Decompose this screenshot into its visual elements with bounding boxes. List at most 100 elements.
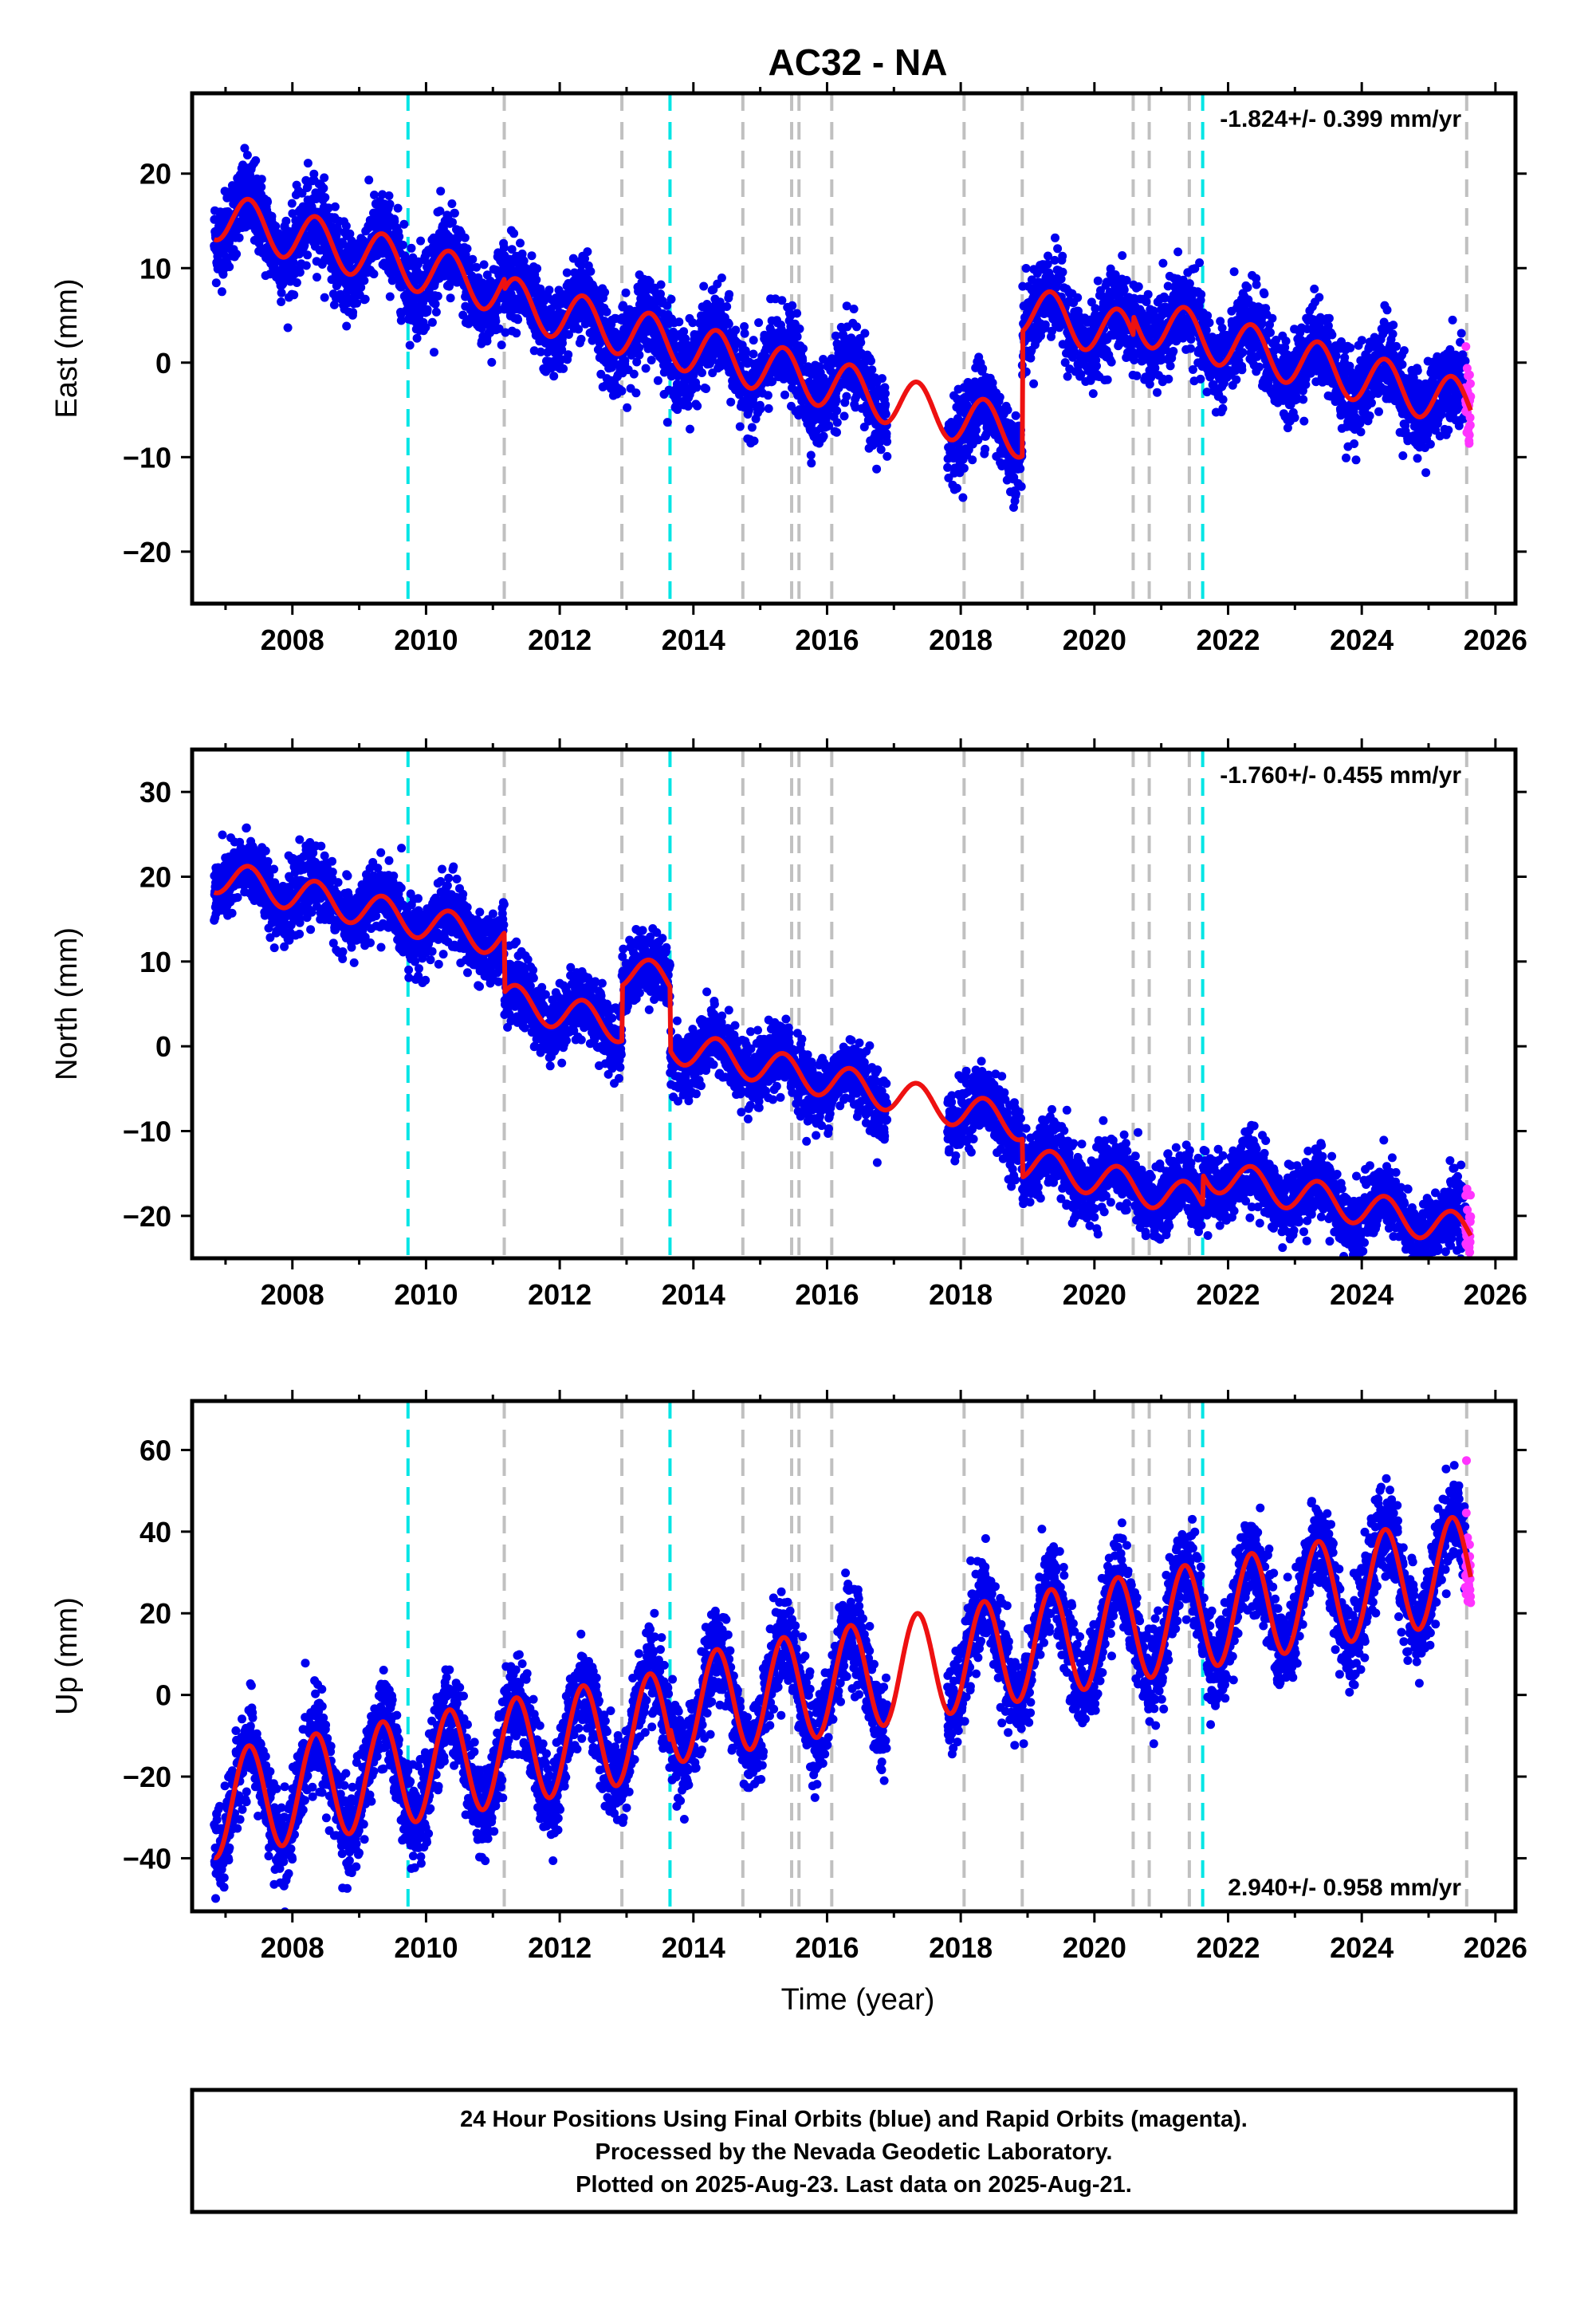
final-orbit-point bbox=[1058, 251, 1067, 261]
final-orbit-point bbox=[479, 260, 489, 270]
final-orbit-point bbox=[516, 238, 525, 248]
final-orbit-point bbox=[217, 287, 226, 297]
final-orbit-point bbox=[740, 329, 749, 338]
final-orbit-point bbox=[756, 404, 765, 414]
final-orbit-point bbox=[1169, 347, 1178, 356]
final-orbit-point bbox=[301, 261, 311, 270]
final-orbit-point bbox=[278, 279, 288, 289]
final-orbit-point bbox=[1134, 282, 1143, 291]
final-orbit-point bbox=[462, 244, 472, 254]
final-orbit-point bbox=[1268, 313, 1277, 323]
final-orbit-point bbox=[330, 202, 340, 211]
final-orbit-point bbox=[867, 365, 877, 375]
final-orbit-point bbox=[1290, 413, 1299, 423]
final-orbit-point bbox=[1143, 289, 1153, 299]
final-orbit-point bbox=[497, 340, 506, 350]
final-orbit-point bbox=[399, 219, 409, 229]
final-orbit-point bbox=[749, 349, 758, 359]
final-orbit-point bbox=[283, 323, 293, 333]
final-orbit-point bbox=[586, 266, 596, 276]
final-orbit-point bbox=[777, 296, 787, 305]
final-orbit-point bbox=[995, 392, 1004, 402]
final-orbit-point bbox=[878, 374, 886, 384]
final-orbit-point bbox=[320, 173, 329, 183]
final-orbit-point bbox=[232, 250, 242, 259]
final-orbit-point bbox=[1092, 361, 1101, 371]
final-orbit-point bbox=[872, 464, 882, 474]
final-orbit-point bbox=[1299, 395, 1308, 404]
final-orbit-point bbox=[450, 208, 459, 218]
final-orbit-point bbox=[724, 319, 733, 329]
final-orbit-point bbox=[981, 444, 990, 454]
final-orbit-point bbox=[412, 333, 422, 343]
final-orbit-point bbox=[289, 258, 298, 267]
final-orbit-point bbox=[240, 144, 250, 153]
final-orbit-point bbox=[345, 229, 355, 238]
final-orbit-point bbox=[725, 289, 734, 299]
final-orbit-point bbox=[499, 243, 509, 253]
final-orbit-point bbox=[883, 437, 892, 447]
final-orbit-point bbox=[1132, 371, 1142, 380]
final-orbit-point bbox=[953, 483, 961, 493]
final-orbit-point bbox=[641, 364, 651, 373]
final-orbit-point bbox=[702, 384, 711, 393]
final-orbit-point bbox=[1281, 336, 1291, 346]
final-orbit-point bbox=[352, 298, 362, 308]
final-orbit-point bbox=[267, 211, 277, 221]
final-orbit-point bbox=[832, 427, 841, 437]
final-orbit-point bbox=[295, 268, 305, 277]
final-orbit-point bbox=[369, 270, 379, 279]
final-orbit-point bbox=[717, 274, 726, 282]
final-orbit-point bbox=[1173, 247, 1183, 257]
final-orbit-point bbox=[792, 309, 802, 318]
final-orbit-point bbox=[395, 232, 404, 242]
final-orbit-point bbox=[447, 199, 457, 208]
final-orbit-point bbox=[1218, 403, 1228, 413]
final-orbit-point bbox=[509, 229, 519, 238]
final-orbit-point bbox=[460, 233, 470, 242]
final-orbit-point bbox=[309, 169, 319, 179]
final-orbit-point bbox=[600, 288, 610, 297]
final-orbit-point bbox=[544, 285, 554, 295]
final-orbit-point bbox=[303, 182, 313, 191]
final-orbit-point bbox=[1153, 388, 1162, 397]
final-orbit-point bbox=[583, 247, 592, 257]
final-orbits-points bbox=[210, 144, 1470, 512]
final-orbit-point bbox=[533, 264, 542, 274]
final-orbit-point bbox=[807, 458, 816, 468]
final-orbit-point bbox=[883, 451, 892, 461]
final-orbit-point bbox=[699, 281, 709, 291]
final-orbit-point bbox=[832, 406, 842, 415]
final-orbit-point bbox=[289, 290, 299, 300]
final-orbit-point bbox=[881, 389, 890, 398]
final-orbit-point bbox=[799, 344, 808, 353]
final-orbit-point bbox=[1088, 389, 1098, 399]
final-orbit-point bbox=[468, 254, 478, 264]
final-orbit-point bbox=[621, 288, 631, 297]
final-orbit-point bbox=[1257, 319, 1267, 328]
final-orbit-point bbox=[416, 236, 426, 246]
final-orbit-point bbox=[1166, 361, 1175, 371]
final-orbit-point bbox=[656, 280, 666, 289]
final-orbit-point bbox=[1073, 293, 1083, 302]
final-orbit-point bbox=[1029, 379, 1039, 388]
final-orbit-point bbox=[788, 301, 797, 310]
final-orbit-point bbox=[1063, 372, 1072, 381]
final-orbit-point bbox=[852, 322, 862, 332]
final-orbit-point bbox=[959, 463, 969, 473]
final-orbit-point bbox=[574, 325, 584, 334]
final-orbit-point bbox=[472, 262, 482, 272]
final-orbit-point bbox=[726, 397, 736, 407]
final-orbit-point bbox=[819, 431, 828, 441]
final-orbit-point bbox=[271, 222, 281, 231]
final-orbit-point bbox=[512, 329, 521, 338]
final-orbit-point bbox=[558, 338, 567, 348]
final-orbit-point bbox=[487, 357, 497, 367]
final-orbit-point bbox=[1205, 318, 1214, 328]
final-orbit-point bbox=[385, 199, 395, 209]
final-orbit-point bbox=[749, 436, 759, 446]
final-orbit-point bbox=[867, 356, 875, 366]
final-orbit-point bbox=[1237, 365, 1247, 375]
final-orbit-point bbox=[876, 445, 886, 455]
final-orbit-point bbox=[795, 324, 804, 333]
